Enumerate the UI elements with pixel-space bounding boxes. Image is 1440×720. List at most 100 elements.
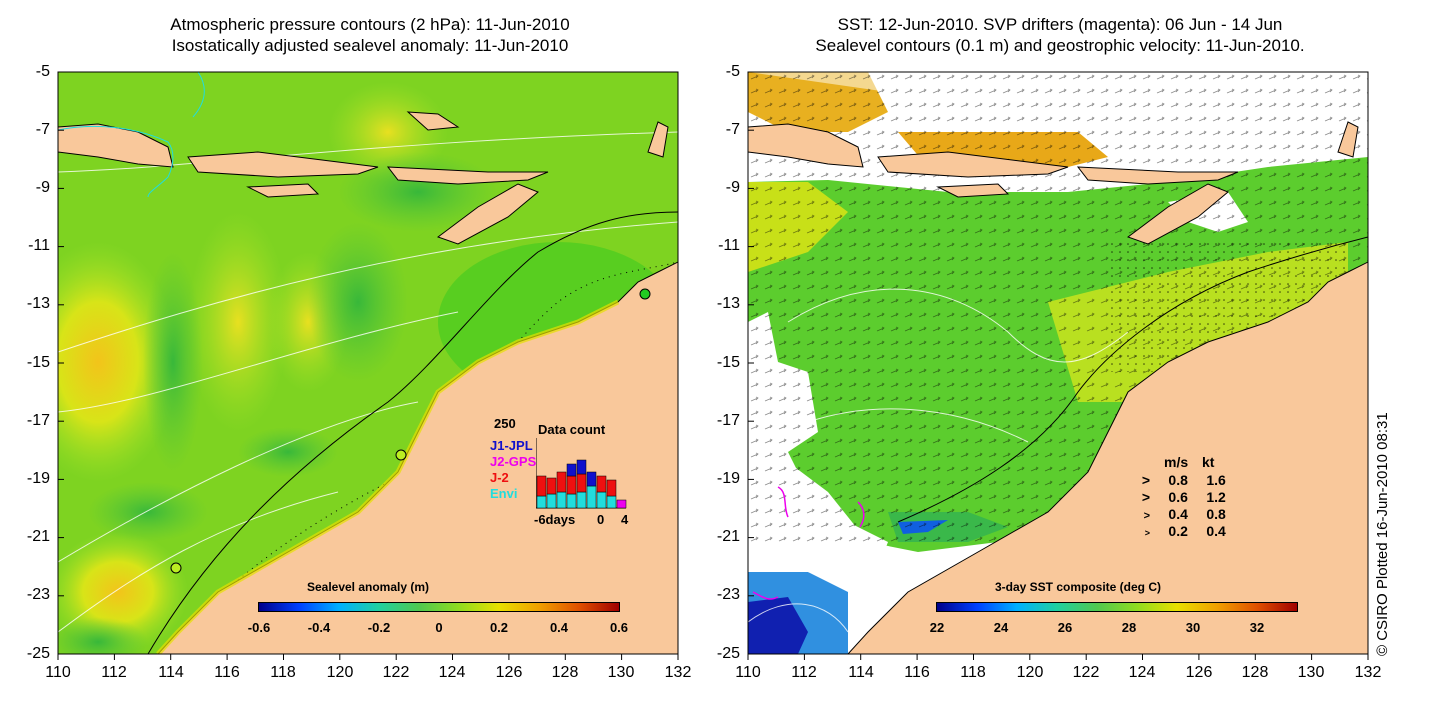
right-lat-label: -25 (716, 645, 740, 662)
data-count-bar (616, 499, 627, 509)
left-lat-label: -7 (35, 121, 50, 138)
data-count-bar (586, 471, 597, 509)
velocity-legend-kt-header: kt (1202, 454, 1215, 470)
data-count-series-3: J-2 (490, 470, 509, 485)
left-title-line1: Atmospheric pressure contours (2 hPa): 1… (170, 15, 570, 34)
right-title: SST: 12-Jun-2010. SVP drifters (magenta)… (690, 14, 1430, 56)
data-count-max-label: 250 (494, 416, 516, 431)
vector-arrow-icon: > (1144, 528, 1150, 538)
velocity-legend-ms-header: m/s (1164, 454, 1189, 470)
right-lat-label: -9 (725, 179, 740, 196)
left-lon-label: 112 (101, 664, 127, 681)
sla-colorbar-tick: 0.4 (549, 620, 569, 635)
data-count-bar (606, 479, 617, 509)
right-lat-label: -13 (716, 295, 740, 312)
left-lat-label: -13 (26, 295, 50, 312)
tide-gauge-marker (395, 449, 407, 461)
data-count-xlabel-end: 4 (621, 512, 629, 527)
tide-gauge-marker (170, 562, 182, 574)
sst-colorbar-tick: 26 (1057, 620, 1073, 635)
left-lon-label: 110 (45, 664, 71, 681)
data-count-xlabel-zero: 0 (597, 512, 605, 527)
velocity-legend-ms: 0.8 (1168, 472, 1188, 488)
data-count-bar (536, 475, 547, 509)
velocity-legend-row: > 0.2 0.4 (1126, 523, 1226, 539)
left-lon-label: 114 (158, 664, 184, 681)
left-lon-label: 124 (438, 664, 466, 681)
left-lat-label: -15 (26, 354, 50, 371)
right-lon-label: 130 (1297, 664, 1325, 681)
left-title: Atmospheric pressure contours (2 hPa): 1… (60, 14, 680, 56)
left-lon-label: 126 (495, 664, 523, 681)
tide-gauge-marker (639, 288, 651, 300)
velocity-legend-row: > 0.8 1.6 (1126, 472, 1226, 488)
left-lat-label: -25 (26, 645, 50, 662)
sla-map-panel: 250 Data count J1-JPL J2-GPS J-2 Envi (58, 72, 678, 654)
sst-map-panel: m/s kt > 0.8 1.6 > 0.6 1.2 > 0.4 0.8 > 0… (748, 72, 1368, 654)
sst-colorbar-tick: 28 (1121, 620, 1137, 635)
velocity-legend-ms: 0.2 (1168, 523, 1188, 539)
vector-arrow-icon: > (1141, 472, 1150, 488)
sst-colorbar-title: 3-day SST composite (deg C) (994, 580, 1162, 594)
data-count-title: Data count (538, 422, 606, 437)
sla-colorbar-tick: -0.4 (307, 620, 331, 635)
right-title-line1: SST: 12-Jun-2010. SVP drifters (magenta)… (837, 15, 1283, 34)
left-lat-label: -23 (26, 586, 50, 603)
sst-colorbar-tick: 32 (1249, 620, 1265, 635)
left-x-ticks (57, 654, 679, 660)
velocity-legend-header: m/s kt (1164, 454, 1214, 470)
right-lat-label: -15 (716, 354, 740, 371)
sla-low-3 (88, 482, 208, 542)
left-title-line2: Isostatically adjusted sealevel anomaly:… (171, 36, 569, 55)
sla-colorbar-tick: -0.2 (367, 620, 391, 635)
sst-map (748, 72, 1368, 654)
sla-colorbar-tick: 0.2 (489, 620, 509, 635)
plot-credit: © CSIRO Plotted 16-Jun-2010 08:31 (1374, 412, 1391, 656)
right-lat-label: -23 (716, 586, 740, 603)
right-lon-label: 120 (1016, 664, 1044, 681)
left-lon-label: 122 (382, 664, 410, 681)
sla-colorbar-title: Sealevel anomaly (m) (306, 580, 430, 594)
right-lon-label: 116 (904, 664, 930, 681)
right-lat-label: -11 (718, 237, 740, 254)
left-lat-label: -21 (26, 528, 50, 545)
right-lat-label: -7 (725, 121, 740, 138)
right-lon-label: 132 (1354, 664, 1382, 681)
right-lat-label: -19 (716, 470, 740, 487)
right-lat-label: -21 (716, 528, 740, 545)
left-lat-label: -19 (26, 470, 50, 487)
left-lon-label: 132 (664, 664, 692, 681)
right-lon-label: 112 (791, 664, 817, 681)
sla-colorbar-tick: 0 (435, 620, 443, 635)
right-lon-label: 128 (1241, 664, 1269, 681)
velocity-legend-kt: 0.4 (1206, 523, 1226, 539)
right-lat-label: -5 (725, 63, 740, 80)
velocity-legend-kt: 0.8 (1206, 506, 1226, 522)
data-count-series-2: J2-GPS (490, 454, 537, 469)
left-lat-label: -17 (26, 412, 50, 429)
velocity-legend-ms: 0.6 (1168, 489, 1188, 505)
sla-low-2 (308, 222, 408, 382)
left-lat-label: -11 (28, 237, 50, 254)
sst-colorbar-tick: 30 (1185, 620, 1201, 635)
right-lon-label: 124 (1128, 664, 1156, 681)
velocity-legend-kt: 1.6 (1206, 472, 1226, 488)
data-count-bar (546, 477, 557, 509)
right-lat-label: -17 (716, 412, 740, 429)
data-count-series-1: J1-JPL (490, 438, 533, 453)
data-count-bars (536, 438, 627, 509)
sst-colorbar (936, 602, 1298, 612)
right-lon-label: 110 (735, 664, 761, 681)
data-count-series-4: Envi (490, 486, 518, 501)
data-count-xlabel-start: -6days (534, 512, 576, 527)
sla-colorbar-tick: 0.6 (609, 620, 629, 635)
velocity-legend-row: > 0.6 1.2 (1126, 489, 1226, 505)
vector-arrow-icon: > (1141, 489, 1150, 505)
left-lon-label: 118 (270, 664, 296, 681)
right-title-line2: Sealevel contours (0.1 m) and geostrophi… (815, 36, 1305, 55)
vector-arrow-icon: > (1143, 510, 1150, 522)
data-count-bar (566, 463, 577, 509)
right-lon-label: 122 (1072, 664, 1100, 681)
sst-colorbar-tick: 22 (929, 620, 945, 635)
velocity-legend-row: > 0.4 0.8 (1126, 506, 1226, 522)
